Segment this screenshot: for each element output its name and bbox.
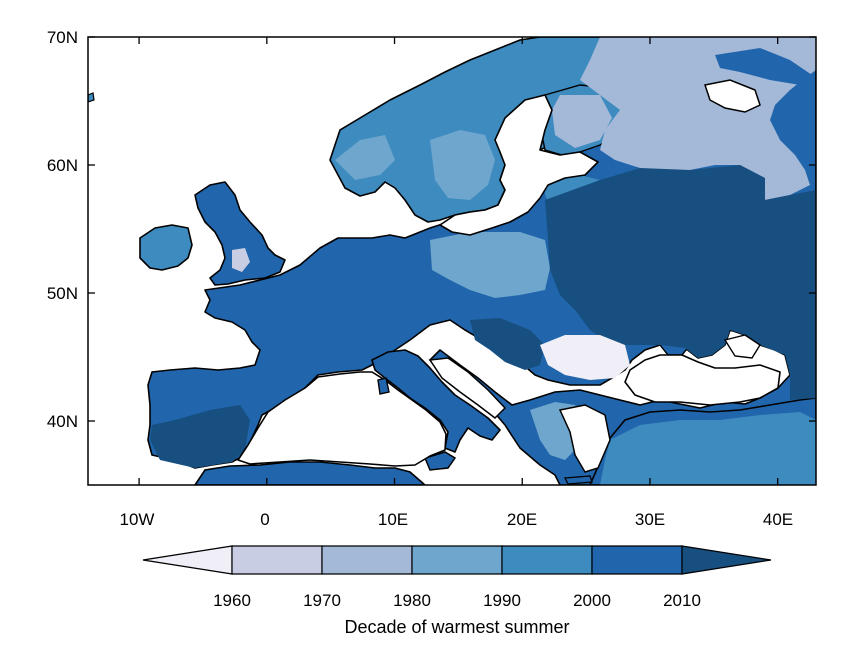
region-iberia-2010s: [150, 405, 250, 468]
land-ireland: [139, 224, 193, 271]
x-tick-label-30e: 30E: [635, 510, 665, 529]
sea-aegean: [558, 404, 611, 473]
sea-mediterranean: [237, 371, 447, 467]
y-tick-label-60n: 60N: [47, 156, 78, 175]
x-tick-label-10e: 10E: [378, 510, 408, 529]
colorbar-label-1990: 1990: [483, 591, 521, 610]
land-crete: [563, 475, 593, 485]
land-iceland-edge: [88, 92, 95, 103]
land-corsica: [377, 377, 390, 395]
x-tick-label-10w: 10W: [120, 510, 155, 529]
colorbar-label-2010: 2010: [663, 591, 701, 610]
colorbar-label-1980: 1980: [393, 591, 431, 610]
y-tick-label-50n: 50N: [47, 284, 78, 303]
region-finland-1980s: [552, 95, 612, 148]
y-ticks: [88, 36, 816, 422]
colorbar-segment-1990: [501, 545, 593, 575]
colorbar-segment-1970: [321, 545, 413, 575]
sea-baltic: [439, 94, 599, 236]
colorbar-title: Decade of warmest summer: [344, 617, 569, 637]
region-north-russia: [580, 37, 816, 200]
land-sicily: [423, 451, 457, 471]
sea-black-sea: [624, 354, 781, 406]
x-ticks: [138, 37, 779, 485]
colorbar-label-1960: 1960: [213, 591, 251, 610]
x-tick-label-20e: 20E: [507, 510, 537, 529]
map-plot-area: [88, 37, 816, 485]
colorbar: [142, 545, 772, 575]
sea-azov-caspian-edge: [723, 334, 761, 359]
region-sweden-1990s: [430, 130, 495, 200]
colorbar-segment-before-1960: [142, 545, 233, 575]
y-tick-label-70n: 70N: [47, 28, 78, 47]
sea-white-sea: [704, 79, 761, 113]
region-norway-coast-1980s: [335, 135, 395, 180]
x-tick-label-0: 0: [260, 510, 269, 529]
colorbar-segment-2000: [591, 545, 683, 575]
region-uk-1960s: [232, 248, 250, 272]
land-north-africa: [194, 461, 427, 485]
land-great-britain: [194, 181, 286, 286]
colorbar-segment-2010-plus: [681, 545, 772, 575]
region-central-east-1980s: [430, 232, 550, 298]
region-turkey-1990s: [600, 412, 816, 485]
region-arctic-coast: [715, 48, 812, 85]
y-tick-label-40n: 40N: [47, 412, 78, 431]
region-balkans-2010s: [470, 318, 545, 370]
sea-adriatic: [428, 357, 507, 419]
x-tick-label-40e: 40E: [763, 510, 793, 529]
colorbar-label-2000: 2000: [573, 591, 611, 610]
colorbar-segment-1980: [411, 545, 503, 575]
map-frame: [87, 36, 817, 486]
colorbar-label-1970: 1970: [303, 591, 341, 610]
colorbar-segment-1960: [231, 545, 323, 575]
region-romania-1960s: [540, 335, 630, 380]
